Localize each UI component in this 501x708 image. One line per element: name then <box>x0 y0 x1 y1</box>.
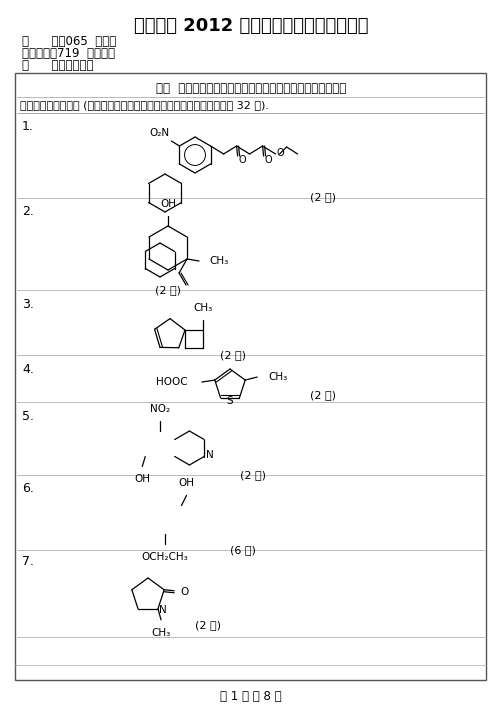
Text: OH: OH <box>134 474 150 484</box>
Text: N: N <box>159 605 167 615</box>
Text: 一、命名下列化合物 (化合物需标明相应的几何构型及立体异构。本题共 32 分).: 一、命名下列化合物 (化合物需标明相应的几何构型及立体异构。本题共 32 分). <box>20 100 269 110</box>
Text: 6.: 6. <box>22 482 34 495</box>
Text: (2 分): (2 分) <box>310 192 336 202</box>
Text: 5.: 5. <box>22 410 34 423</box>
Text: 2.: 2. <box>22 205 34 218</box>
Text: CH₃: CH₃ <box>209 256 228 266</box>
Text: (2 分): (2 分) <box>195 620 221 630</box>
Text: 1.: 1. <box>22 120 34 133</box>
Text: NO₂: NO₂ <box>150 404 170 414</box>
Text: O: O <box>265 155 273 165</box>
Text: O: O <box>277 148 284 158</box>
Text: CH₃: CH₃ <box>193 303 212 313</box>
Text: 4.: 4. <box>22 363 34 376</box>
Text: 专      业：药物化学: 专 业：药物化学 <box>22 59 94 72</box>
Text: O: O <box>239 155 246 165</box>
Text: (2 分): (2 分) <box>240 470 266 480</box>
Text: 南开大学 2012 年硕士研究生入学考试试题: 南开大学 2012 年硕士研究生入学考试试题 <box>134 17 368 35</box>
Text: (2 分): (2 分) <box>310 390 336 400</box>
Text: OH: OH <box>178 479 194 489</box>
Text: 学      院：065  药学院: 学 院：065 药学院 <box>22 35 116 48</box>
Text: 注意  请将所有答案写在专用答题纸上，答在此试题上无效！: 注意 请将所有答案写在专用答题纸上，答在此试题上无效！ <box>156 82 346 95</box>
Text: 3.: 3. <box>22 298 34 311</box>
Text: 第 1 页 共 8 页: 第 1 页 共 8 页 <box>220 690 282 703</box>
Text: 考试科目：719  药物化学: 考试科目：719 药物化学 <box>22 47 115 60</box>
Text: O: O <box>180 587 188 597</box>
Text: HOOC: HOOC <box>156 377 188 387</box>
Text: (2 分): (2 分) <box>220 350 246 360</box>
Text: O₂N: O₂N <box>149 128 169 138</box>
Text: OCH₂CH₃: OCH₂CH₃ <box>142 552 188 562</box>
Text: (6 分): (6 分) <box>230 545 256 555</box>
FancyBboxPatch shape <box>15 73 486 680</box>
Text: N: N <box>206 450 214 460</box>
Text: CH₃: CH₃ <box>151 628 171 638</box>
Text: 7.: 7. <box>22 555 34 568</box>
Text: (2 分): (2 分) <box>155 285 181 295</box>
Text: CH₃: CH₃ <box>268 372 288 382</box>
Text: OH: OH <box>160 199 176 209</box>
Text: S: S <box>226 396 233 406</box>
